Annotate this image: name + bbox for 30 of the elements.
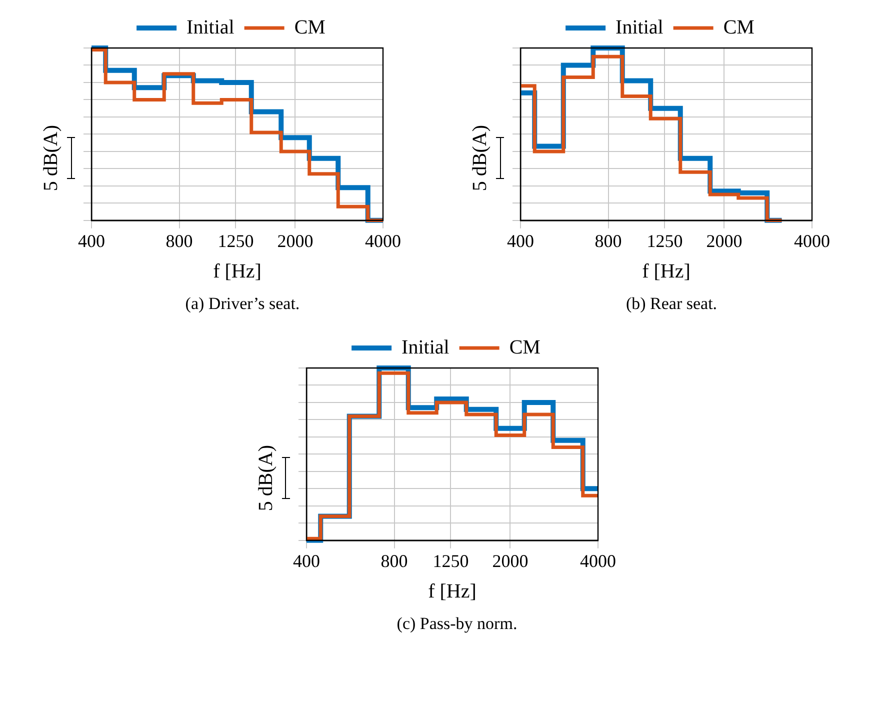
x-tick-label: 4000	[794, 230, 830, 251]
x-axis-title: f [Hz]	[642, 260, 690, 282]
x-tick-label: 2000	[492, 550, 528, 571]
x-tick-label: 1250	[646, 230, 683, 251]
x-tick-label: 4000	[365, 230, 401, 251]
x-tick-label: 400	[292, 550, 320, 571]
x-tick-label: 1250	[218, 230, 254, 251]
text: (c) Pass-by norm.	[396, 614, 518, 634]
legend-label: Initial	[186, 16, 235, 38]
text: (b) Rear seat.	[626, 294, 718, 314]
x-tick-label: 400	[78, 230, 105, 251]
legend-label: Initial	[401, 336, 450, 358]
legend-label: Initial	[616, 16, 664, 38]
x-tick-label: 800	[594, 230, 622, 251]
legend-label: CM	[294, 16, 326, 38]
y-axis-title: 5 dB(A)	[40, 124, 63, 192]
legend-label: CM	[508, 336, 540, 358]
x-tick-label: 800	[166, 230, 193, 251]
x-tick-label: 800	[380, 550, 408, 571]
x-tick-label: 400	[507, 230, 534, 251]
x-tick-label: 1250	[432, 550, 468, 571]
x-axis-title: f [Hz]	[213, 260, 262, 282]
x-tick-label: 2000	[706, 230, 742, 251]
x-tick-label: 2000	[277, 230, 314, 251]
x-tick-label: 4000	[580, 550, 616, 571]
text: (a) Driver’s seat.	[185, 294, 300, 314]
x-axis-title: f [Hz]	[428, 580, 476, 602]
y-axis-title: 5 dB(A)	[469, 124, 492, 192]
legend-label: CM	[723, 16, 755, 38]
y-axis-title: 5 dB(A)	[254, 444, 278, 512]
